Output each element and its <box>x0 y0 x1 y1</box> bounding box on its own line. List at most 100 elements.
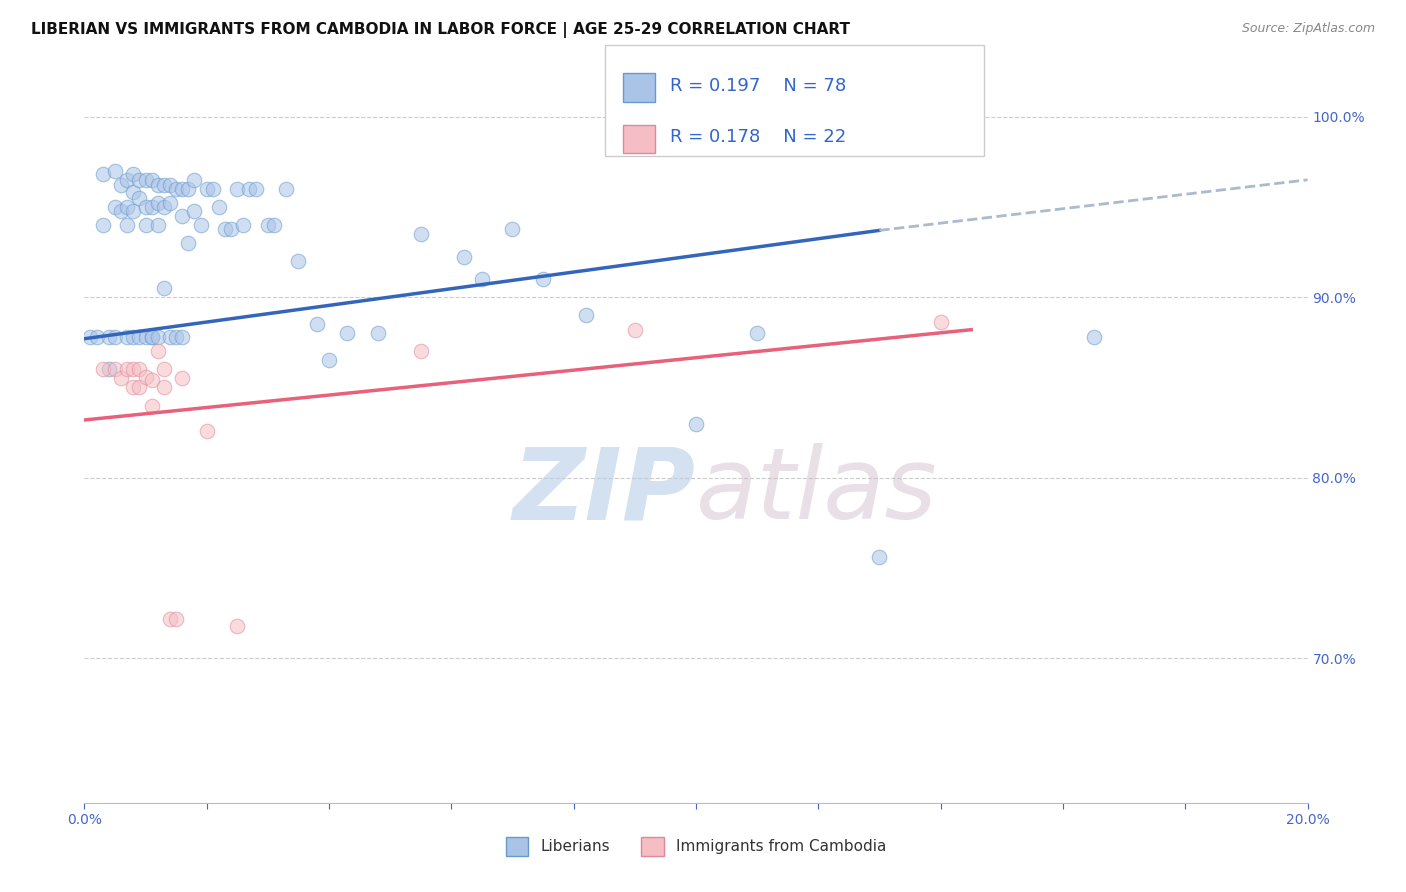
Point <box>747 326 769 341</box>
Point <box>929 316 952 330</box>
Point <box>367 326 389 341</box>
Point <box>153 362 176 376</box>
Point <box>177 235 200 250</box>
Point <box>201 182 224 196</box>
Text: R = 0.178    N = 22: R = 0.178 N = 22 <box>671 128 846 146</box>
Text: Source: ZipAtlas.com: Source: ZipAtlas.com <box>1241 22 1375 36</box>
Point <box>122 168 145 182</box>
Point <box>122 330 145 344</box>
Point <box>624 323 647 337</box>
Point <box>104 163 127 178</box>
Point <box>104 200 127 214</box>
Point <box>165 182 187 196</box>
Point <box>869 550 891 565</box>
Point <box>91 168 114 182</box>
Point <box>245 182 267 196</box>
Text: atlas: atlas <box>696 443 938 541</box>
Point <box>141 373 163 387</box>
Point <box>135 218 157 232</box>
Point <box>575 308 598 322</box>
Point <box>122 380 145 394</box>
Point <box>172 209 194 223</box>
Point <box>159 612 181 626</box>
Point <box>135 200 157 214</box>
Point <box>159 178 181 193</box>
Point <box>97 362 120 376</box>
Point <box>153 281 176 295</box>
Point <box>226 619 249 633</box>
Point <box>146 196 169 211</box>
Point <box>624 110 647 124</box>
Point <box>195 182 218 196</box>
Point <box>263 218 285 232</box>
Point <box>146 344 169 359</box>
Point <box>97 330 120 344</box>
Point <box>122 362 145 376</box>
Text: ZIP: ZIP <box>513 443 696 541</box>
Point <box>232 218 254 232</box>
Point <box>214 221 236 235</box>
Point <box>110 371 132 385</box>
Point <box>115 200 138 214</box>
Point <box>91 218 114 232</box>
Point <box>128 330 150 344</box>
Point <box>146 178 169 193</box>
Point <box>110 178 132 193</box>
Point <box>122 203 145 218</box>
Point <box>305 318 328 332</box>
Point <box>336 326 359 341</box>
Text: R = 0.197    N = 78: R = 0.197 N = 78 <box>671 77 846 95</box>
Point <box>115 330 138 344</box>
Point <box>135 330 157 344</box>
Point <box>172 371 194 385</box>
Text: LIBERIAN VS IMMIGRANTS FROM CAMBODIA IN LABOR FORCE | AGE 25-29 CORRELATION CHAR: LIBERIAN VS IMMIGRANTS FROM CAMBODIA IN … <box>31 22 851 38</box>
Point <box>159 196 181 211</box>
Point <box>287 254 309 268</box>
Point <box>165 330 187 344</box>
Point <box>91 362 114 376</box>
Point <box>104 330 127 344</box>
Point <box>172 330 194 344</box>
Point <box>135 369 157 384</box>
Point <box>104 362 127 376</box>
Point <box>219 221 242 235</box>
Point <box>172 182 194 196</box>
Point <box>141 200 163 214</box>
Point <box>146 330 169 344</box>
Point <box>183 173 205 187</box>
Point <box>276 182 298 196</box>
Point <box>153 178 176 193</box>
Point <box>257 218 280 232</box>
Point <box>115 218 138 232</box>
Point <box>226 182 249 196</box>
Point <box>471 272 494 286</box>
Point <box>1083 330 1105 344</box>
Point <box>409 344 432 359</box>
Legend: Liberians, Immigrants from Cambodia: Liberians, Immigrants from Cambodia <box>499 831 893 862</box>
Point <box>453 251 475 265</box>
Point <box>238 182 260 196</box>
Point <box>141 173 163 187</box>
Point <box>79 330 101 344</box>
Point <box>115 173 138 187</box>
Point <box>141 330 163 344</box>
Point <box>128 380 150 394</box>
Point <box>128 191 150 205</box>
Point <box>159 330 181 344</box>
Point <box>135 173 157 187</box>
Point <box>195 424 218 438</box>
Point <box>165 612 187 626</box>
Point <box>208 200 231 214</box>
Point <box>531 272 554 286</box>
Point <box>115 362 138 376</box>
Point <box>183 203 205 218</box>
Point <box>177 182 200 196</box>
Point <box>141 330 163 344</box>
Point <box>128 173 150 187</box>
Point <box>153 200 176 214</box>
Point <box>685 417 707 431</box>
Point <box>502 221 524 235</box>
Point <box>110 203 132 218</box>
Point <box>190 218 212 232</box>
Point <box>86 330 108 344</box>
